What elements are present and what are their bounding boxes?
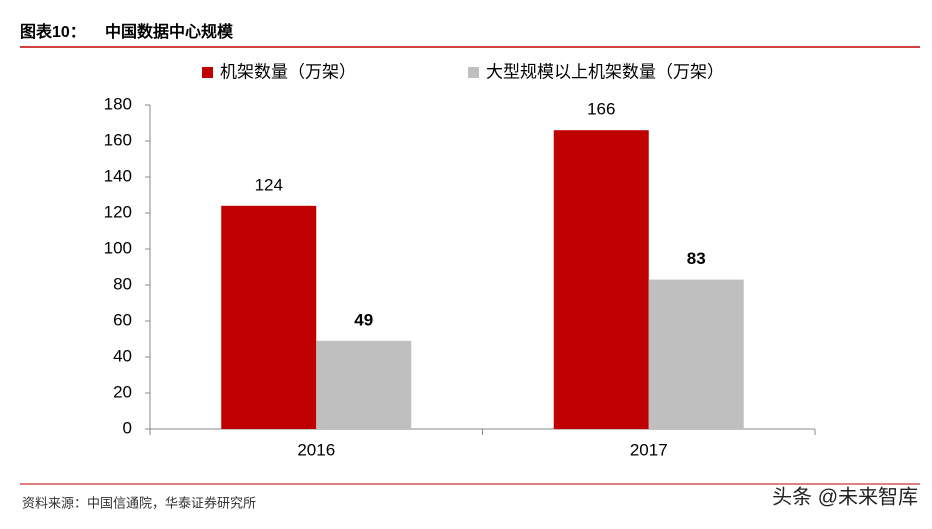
y-tick-label: 140 xyxy=(104,166,132,185)
bar xyxy=(316,340,412,429)
legend-label: 大型规模以上机架数量（万架） xyxy=(486,62,724,81)
legend-swatch xyxy=(202,67,213,78)
legend-swatch xyxy=(468,67,479,78)
y-tick-label: 180 xyxy=(104,94,132,113)
bar xyxy=(648,279,744,429)
source: 资料来源：中国信通院，华泰证券研究所 xyxy=(22,495,256,510)
data-label: 83 xyxy=(687,249,706,268)
data-label: 124 xyxy=(255,175,283,194)
y-tick-label: 100 xyxy=(104,238,132,257)
legend-label: 机架数量（万架） xyxy=(220,62,356,81)
y-tick-label: 120 xyxy=(104,202,132,221)
data-label: 49 xyxy=(354,310,373,329)
y-tick-label: 60 xyxy=(113,310,132,329)
y-tick-label: 40 xyxy=(113,346,132,365)
bar xyxy=(221,205,317,429)
y-tick-label: 20 xyxy=(113,382,132,401)
bar xyxy=(553,130,649,429)
y-tick-label: 0 xyxy=(123,418,132,437)
y-tick-label: 160 xyxy=(104,130,132,149)
watermark: 头条 @未来智库 xyxy=(772,485,918,508)
data-label: 166 xyxy=(587,100,615,119)
chart-title: 中国数据中心规模 xyxy=(105,22,234,41)
x-tick-label: 2017 xyxy=(630,440,668,459)
figure-label: 图表10： xyxy=(20,22,86,41)
y-tick-label: 80 xyxy=(113,274,132,293)
x-tick-label: 2016 xyxy=(297,440,335,459)
